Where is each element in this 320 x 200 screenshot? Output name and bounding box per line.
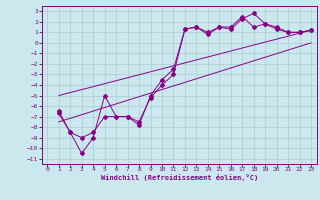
X-axis label: Windchill (Refroidissement éolien,°C): Windchill (Refroidissement éolien,°C) xyxy=(100,174,258,181)
